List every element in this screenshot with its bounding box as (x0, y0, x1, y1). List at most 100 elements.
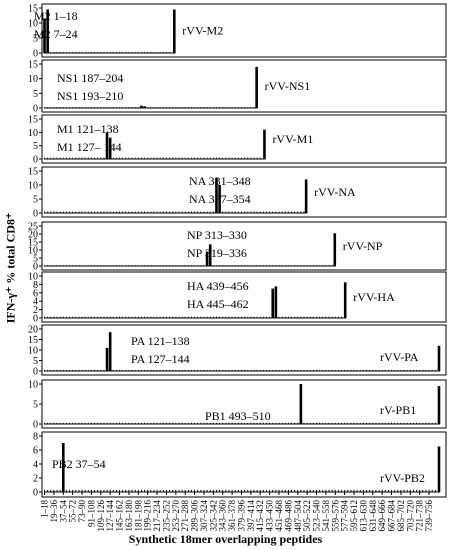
epitope-label-rVV-NS1: NS1 193–210 (57, 89, 123, 103)
y-tick-label-rVV-NS1: 0 (33, 104, 38, 115)
x-tick-label: 667–684 (387, 500, 397, 532)
y-tick-label-rVV-PB1: 0 (33, 420, 38, 431)
panel-frame-rVV-NA (41, 166, 447, 218)
x-tick-label: 19–36 (49, 500, 59, 523)
panel-frame-rVV-NP (41, 221, 447, 271)
x-tick-label: 685–702 (396, 500, 406, 532)
y-tick-label-rVV-NP: 10 (28, 246, 38, 257)
y-tick-label-rVV-PB1: 5 (33, 400, 38, 411)
epitope-label-rVV-NP: NP 319–336 (187, 246, 247, 260)
epitope-label-rVV-NS1: NS1 187–204 (57, 71, 123, 85)
y-tick-label-rVV-HA: 10 (28, 272, 38, 283)
x-tick-label: 739–756 (424, 500, 434, 532)
panel-frame-rVV-HA (41, 271, 447, 323)
y-tick-label-rVV-NP: 15 (28, 238, 38, 249)
x-tick-label: 649–666 (377, 500, 387, 532)
y-tick-label-rVV-NP: 20 (28, 230, 38, 241)
x-tick-label: 325–342 (208, 500, 218, 532)
x-tick-label: 37–54 (58, 500, 68, 523)
y-tick-label-rVV-NS1: 15 (28, 60, 38, 71)
x-tick-label: 397–414 (246, 500, 256, 532)
x-axis-title: Synthetic 18mer overlapping peptides (128, 532, 323, 546)
x-tick-label: 163–180 (124, 500, 134, 532)
y-tick-label-rVV-M2: 10 (28, 19, 38, 30)
x-tick-label: 487–504 (293, 500, 303, 532)
x-tick-label: 181–198 (133, 500, 143, 532)
panel-label-rVV-HA: rVV-HA (353, 290, 395, 304)
x-tick-label: 469–486 (283, 500, 293, 532)
x-tick-label: 217–234 (152, 500, 162, 532)
y-tick-label-rVV-NP: 5 (33, 254, 38, 265)
x-tick-label: 307–324 (199, 500, 209, 532)
panel-label-rVV-NS1: rVV-NS1 (265, 79, 311, 93)
epitope-label-rVV-M1: M1 121–138 (57, 122, 119, 136)
x-tick-label: 109–126 (96, 500, 106, 532)
x-tick-label: 631–648 (368, 500, 378, 532)
x-tick-label: 505–522 (302, 500, 312, 532)
y-tick-label-rVV-HA: 4 (33, 297, 38, 308)
x-tick-label: 1–18 (40, 500, 50, 519)
y-tick-label-rVV-PB2: 4 (33, 460, 38, 471)
y-tick-label-rVV-M1: 10 (28, 128, 38, 139)
epitope-label-rVV-PB1: PB1 493–510 (205, 409, 271, 423)
y-tick-label-rVV-M1: 15 (28, 115, 38, 126)
y-tick-label-rVV-PA: 0 (33, 367, 38, 378)
x-tick-label: 199–216 (143, 500, 153, 532)
epitope-label-rVV-M1: M1 127– 144 (57, 140, 122, 154)
y-tick-label-rVV-NA: 5 (33, 195, 38, 206)
y-tick-label-rVV-PA: 10 (28, 346, 38, 357)
x-tick-label: 379–396 (236, 500, 246, 532)
y-tick-label-rVV-PA: 20 (28, 325, 38, 336)
epitope-label-rVV-M2: M2 1–18 (34, 9, 78, 23)
y-tick-label-rVV-PB2: 0 (33, 488, 38, 499)
y-tick-label-rVV-M1: 0 (33, 155, 38, 166)
panel-label-rVV-NP: rVV-NP (343, 239, 383, 253)
y-tick-label-rVV-HA: 8 (33, 280, 38, 291)
x-tick-label: 577–594 (340, 500, 350, 532)
y-tick-label-rVV-M2: 15 (28, 4, 38, 15)
x-tick-label: 253–270 (171, 500, 181, 532)
x-tick-label: 73–90 (77, 500, 87, 523)
y-tick-label-rVV-HA: 2 (33, 305, 38, 316)
y-tick-label-rVV-M2: 5 (33, 34, 38, 45)
y-tick-label-rVV-PB2: 6 (33, 446, 38, 457)
x-tick-label: 523–540 (312, 500, 322, 532)
x-tick-label: 127–144 (105, 500, 115, 532)
panel-frame-rVV-M2 (41, 3, 447, 58)
panel-frame-rVV-M1 (41, 114, 447, 164)
y-tick-label-rVV-M1: 5 (33, 141, 38, 152)
x-tick-label: 541–558 (321, 500, 331, 532)
y-tick-label-rVV-NP: 0 (33, 262, 38, 273)
y-tick-label-rVV-HA: 0 (33, 314, 38, 325)
epitope-label-rVV-HA: HA 445–462 (187, 297, 249, 311)
x-tick-label: 271–288 (180, 500, 190, 532)
x-tick-label: 343–360 (218, 500, 228, 532)
epitope-label-rVV-PB2: PB2 37–54 (52, 457, 106, 471)
epitope-label-rVV-NA: NA 331–348 (189, 174, 251, 188)
epitope-label-rVV-PA: PA 127–144 (131, 352, 190, 366)
panel-label-rVV-PB2: rVV-PB2 (380, 471, 425, 485)
x-tick-label: 451–468 (274, 500, 284, 532)
y-tick-label-rVV-NS1: 5 (33, 89, 38, 100)
epitope-label-rVV-M2: M2 7–24 (34, 27, 78, 41)
x-tick-label: 235–252 (161, 500, 171, 532)
epitope-label-rVV-HA: HA 439–456 (187, 279, 249, 293)
panel-label-rVV-NA: rVV-NA (314, 185, 356, 199)
y-tick-label-rVV-PA: 5 (33, 356, 38, 367)
x-tick-label: 703–720 (405, 500, 415, 532)
epitope-label-rVV-NA: NA 337–354 (189, 192, 251, 206)
x-tick-label: 595–612 (349, 500, 359, 532)
y-tick-label-rVV-NA: 10 (28, 181, 38, 192)
panel-label-rVV-PB1: rV-PB1 (380, 403, 416, 417)
y-tick-label-rVV-M2: 0 (33, 49, 38, 60)
epitope-label-rVV-NP: NP 313–330 (187, 228, 247, 242)
x-tick-label: 55–72 (68, 500, 78, 523)
x-tick-label: 721–738 (415, 500, 425, 532)
x-tick-label: 415–432 (255, 500, 265, 532)
x-tick-label: 289–306 (190, 500, 200, 532)
panel-label-rVV-M2: rVV-M2 (182, 24, 223, 38)
x-tick-label: 613–630 (358, 500, 368, 532)
panel-label-rVV-M1: rVV-M1 (272, 132, 313, 146)
x-tick-label: 559–576 (330, 500, 340, 532)
